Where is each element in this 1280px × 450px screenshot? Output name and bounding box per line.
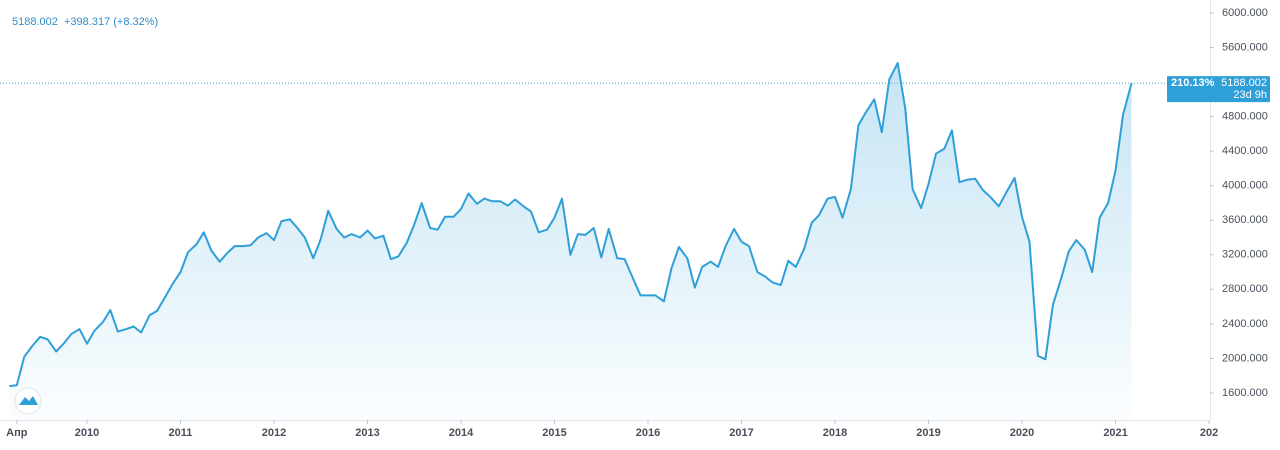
y-tick-label: 2800.000: [1222, 283, 1268, 295]
y-tick-label: 4800.000: [1222, 111, 1268, 123]
x-tick-label: 2018: [823, 427, 847, 439]
y-tick-label: 4400.000: [1222, 145, 1268, 157]
x-tick-label: 2016: [636, 427, 660, 439]
header-price: 5188.002: [12, 16, 58, 28]
y-tick-label: 3200.000: [1222, 249, 1268, 261]
x-tick-label: 2021: [1103, 427, 1127, 439]
x-tick-label: 2019: [916, 427, 940, 439]
x-tick-label: Апр: [6, 427, 28, 439]
x-tick-label: 2010: [75, 427, 99, 439]
y-tick-label: 5600.000: [1222, 41, 1268, 53]
y-tick-label: 1600.000: [1222, 387, 1268, 399]
x-tick-label: 2014: [449, 427, 474, 439]
header-change: +398.317 (+8.32%): [64, 16, 158, 28]
countdown: 23d 9h: [1233, 89, 1267, 101]
x-tick-label: 2013: [355, 427, 379, 439]
y-tick-label: 6000.000: [1222, 7, 1268, 19]
x-tick-label: 202: [1200, 427, 1218, 439]
y-tick-label: 2000.000: [1222, 352, 1268, 364]
logo-icon[interactable]: [19, 396, 38, 405]
price-line: [9, 62, 1133, 388]
x-tick-label: 2017: [729, 427, 753, 439]
last-price-box: [1167, 76, 1270, 103]
y-tick-label: 4000.000: [1222, 180, 1268, 192]
x-tick-label: 2011: [169, 427, 193, 439]
x-tick-label: 2020: [1010, 427, 1034, 439]
y-tick-label: 2400.000: [1222, 318, 1268, 330]
area-fill: [9, 63, 1132, 420]
plot-area: [0, 62, 1210, 420]
x-tick-label: 2012: [262, 427, 286, 439]
logo[interactable]: [14, 387, 42, 415]
last-percent: 210.13%: [1171, 77, 1215, 89]
x-tick-label: 2015: [542, 427, 566, 439]
y-tick-label: 3600.000: [1222, 214, 1268, 226]
last-price: 5188.002: [1221, 77, 1267, 89]
